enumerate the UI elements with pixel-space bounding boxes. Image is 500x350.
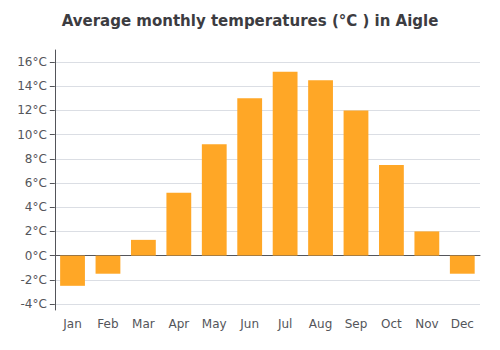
svg-text:16°C: 16°C xyxy=(17,55,47,69)
svg-text:-4°C: -4°C xyxy=(20,297,46,311)
svg-text:Jun: Jun xyxy=(239,317,259,331)
svg-text:2°C: 2°C xyxy=(25,224,47,238)
svg-text:Average monthly temperatures (: Average monthly temperatures (°C ) in Ai… xyxy=(62,12,439,30)
svg-text:Apr: Apr xyxy=(168,317,189,331)
svg-text:0°C: 0°C xyxy=(25,249,47,263)
svg-text:Mar: Mar xyxy=(132,317,155,331)
svg-text:May: May xyxy=(202,317,227,331)
svg-text:Feb: Feb xyxy=(97,317,118,331)
svg-text:6°C: 6°C xyxy=(25,176,47,190)
svg-text:Jul: Jul xyxy=(277,317,292,331)
svg-text:Dec: Dec xyxy=(451,317,474,331)
svg-text:Aug: Aug xyxy=(309,317,332,331)
svg-text:12°C: 12°C xyxy=(17,103,47,117)
svg-text:4°C: 4°C xyxy=(25,200,47,214)
svg-text:8°C: 8°C xyxy=(25,152,47,166)
svg-text:Oct: Oct xyxy=(381,317,402,331)
svg-text:Nov: Nov xyxy=(415,317,438,331)
svg-text:Sep: Sep xyxy=(345,317,368,331)
svg-text:10°C: 10°C xyxy=(17,128,47,142)
svg-text:Jan: Jan xyxy=(62,317,82,331)
svg-text:14°C: 14°C xyxy=(17,79,47,93)
svg-text:-2°C: -2°C xyxy=(20,273,46,287)
